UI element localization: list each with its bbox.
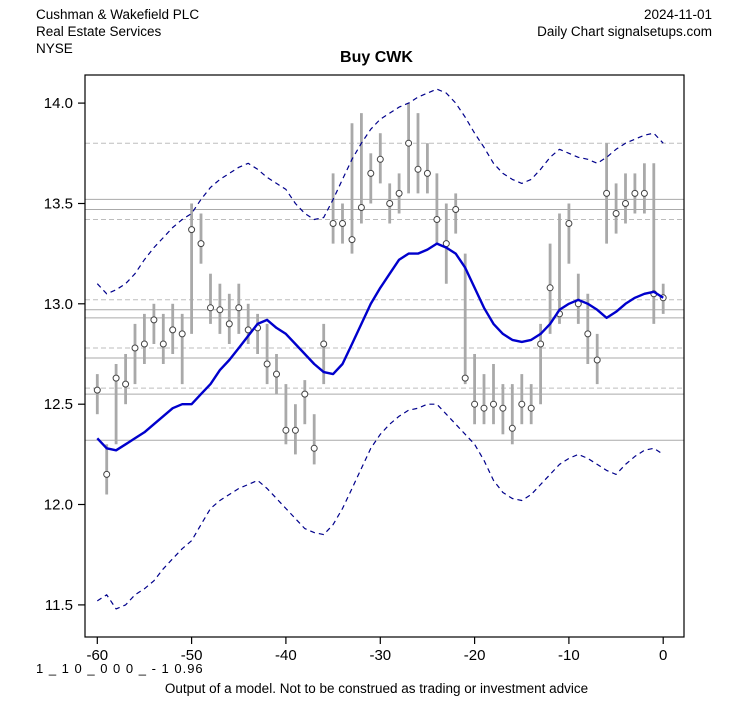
level-lines xyxy=(85,142,684,441)
y-axis: 11.5 12.0 12.5 13.0 13.5 14.0 xyxy=(44,95,85,614)
upper-band-line xyxy=(96,88,664,295)
y-tick-label: 12.0 xyxy=(44,497,73,514)
chart-source: Daily Chart signalsetups.com xyxy=(537,24,712,39)
close-markers xyxy=(93,139,667,478)
chart-meta: 2024-11-01 Daily Chart signalsetups.com xyxy=(537,6,712,40)
x-tick-label: -10 xyxy=(558,647,580,664)
y-tick-label: 12.5 xyxy=(44,396,73,413)
plot-border xyxy=(84,74,685,638)
model-code: 1 _ 1 0 _ 0 0 0 _ - 1 0.96 xyxy=(36,661,204,676)
y-tick-label: 14.0 xyxy=(44,95,73,112)
lower-band-line xyxy=(96,403,664,610)
chart-date: 2024-11-01 xyxy=(643,7,712,22)
exchange-name: NYSE xyxy=(36,41,73,56)
x-tick-label: -50 xyxy=(181,647,203,664)
x-tick-label: -30 xyxy=(369,647,391,664)
y-tick-label: 11.5 xyxy=(45,597,73,614)
x-tick-label: -20 xyxy=(464,647,486,664)
sector-name: Real Estate Services xyxy=(36,24,162,39)
y-tick-label: 13.5 xyxy=(44,196,73,213)
instrument-header: Cushman & Wakefield PLC Real Estate Serv… xyxy=(36,6,199,57)
disclaimer: Output of a model. Not to be construed a… xyxy=(164,681,589,696)
x-axis: -60 -50 -40 -30 -20 -10 0 xyxy=(86,637,667,664)
x-tick-label: -40 xyxy=(275,647,297,664)
moving-average-line xyxy=(96,242,664,452)
chart-title: Buy CWK xyxy=(340,49,413,66)
y-tick-label: 13.0 xyxy=(44,296,73,313)
company-name: Cushman & Wakefield PLC xyxy=(36,7,200,22)
price-bars xyxy=(95,103,665,495)
x-tick-label: 0 xyxy=(659,647,667,664)
x-tick-label: -60 xyxy=(86,647,108,664)
